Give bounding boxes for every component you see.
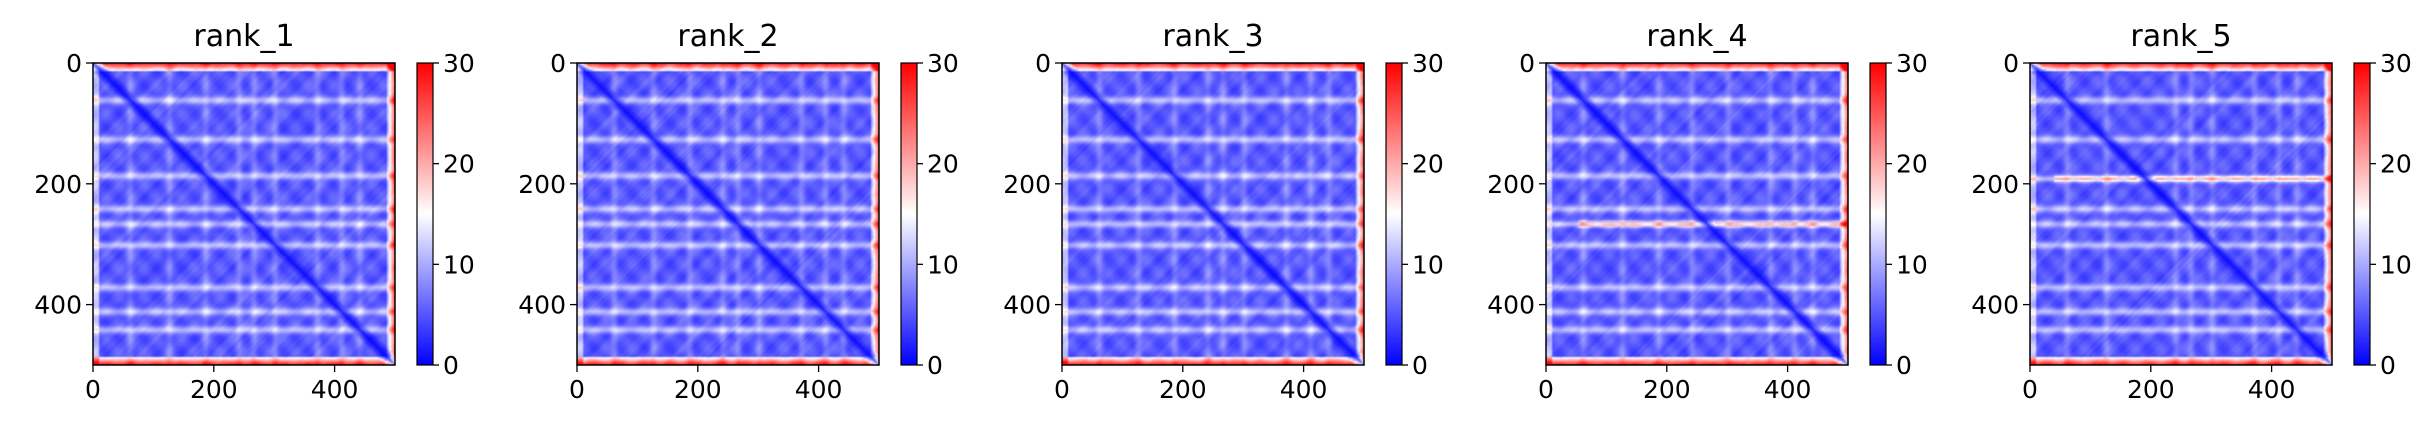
y-tick-label: 200: [1487, 170, 1535, 199]
panel-title: rank_1: [193, 19, 294, 54]
y-tick-label: 400: [1971, 291, 2019, 320]
x-tick-label: 400: [1280, 375, 1328, 404]
heatmap-matrix: [1062, 63, 1364, 365]
colorbar-tick-label: 10: [927, 250, 959, 279]
y-tick-label: 0: [550, 49, 566, 78]
colorbar: [900, 62, 918, 366]
x-tick-label: 400: [311, 375, 359, 404]
x-tick-label: 200: [190, 375, 238, 404]
heatmap-panel-5: rank_5 0 200 400 0 200 400 0 10 20 30: [1971, 19, 2412, 404]
colorbar-tick-label: 0: [1896, 351, 1912, 380]
x-tick-label: 400: [2248, 375, 2296, 404]
x-tick-label: 200: [1643, 375, 1691, 404]
plot-frame: [576, 62, 880, 366]
panel-title: rank_5: [2130, 19, 2231, 54]
colorbar-tick-label: 30: [1896, 49, 1928, 78]
colorbar-tick-label: 20: [927, 150, 959, 179]
y-tick-label: 0: [2003, 49, 2019, 78]
x-tick-label: 0: [2022, 375, 2038, 404]
colorbar-tick-label: 30: [927, 49, 959, 78]
heatmap-panel-1: rank_1 0 200 400 0 200 400 0 10 20 30: [34, 19, 475, 404]
colorbar: [2353, 62, 2371, 366]
y-tick-label: 0: [66, 49, 82, 78]
x-tick-label: 0: [1054, 375, 1070, 404]
heatmap-matrix: [577, 63, 879, 365]
plot-frame: [92, 62, 396, 366]
colorbar-tick-label: 10: [443, 250, 475, 279]
y-tick-label: 200: [1003, 170, 1051, 199]
y-tick-label: 0: [1519, 49, 1535, 78]
colorbar-tick-label: 10: [2380, 250, 2412, 279]
heatmap-panel-2: rank_2 0 200 400 0 200 400 0 10 20 30: [518, 19, 959, 404]
colorbar-tick-label: 30: [2380, 49, 2412, 78]
y-tick-label: 400: [34, 291, 82, 320]
colorbar-tick-label: 30: [443, 49, 475, 78]
x-tick-label: 200: [1159, 375, 1207, 404]
colorbar-tick-label: 0: [2380, 351, 2396, 380]
y-tick-label: 400: [1003, 291, 1051, 320]
heatmap-matrix: [2030, 63, 2332, 365]
y-tick-label: 200: [518, 170, 566, 199]
heatmap-matrix: [1546, 63, 1848, 365]
heatmap-panel-4: rank_4 0 200 400 0 200 400 0 10 20 30: [1487, 19, 1928, 404]
x-tick-label: 400: [795, 375, 843, 404]
colorbar-tick-label: 10: [1412, 250, 1444, 279]
panel-title: rank_3: [1162, 19, 1263, 54]
plot-frame: [2029, 62, 2333, 366]
colorbar: [1385, 62, 1403, 366]
heatmap-matrix: [93, 63, 395, 365]
colorbar-tick-label: 20: [2380, 150, 2412, 179]
x-tick-label: 0: [85, 375, 101, 404]
colorbar-tick-label: 10: [1896, 250, 1928, 279]
colorbar-tick-label: 0: [443, 351, 459, 380]
x-tick-label: 0: [1538, 375, 1554, 404]
colorbar-tick-label: 0: [927, 351, 943, 380]
heatmap-panel-3: rank_3 0 200 400 0 200 400 0 10 20 30: [1003, 19, 1444, 404]
y-tick-label: 400: [518, 291, 566, 320]
colorbar: [416, 62, 434, 366]
plot-frame: [1061, 62, 1365, 366]
colorbar-tick-label: 20: [1896, 150, 1928, 179]
x-tick-label: 200: [2127, 375, 2175, 404]
y-tick-label: 400: [1487, 291, 1535, 320]
y-tick-label: 200: [34, 170, 82, 199]
x-tick-label: 400: [1764, 375, 1812, 404]
colorbar-tick-label: 30: [1412, 49, 1444, 78]
x-tick-label: 200: [674, 375, 722, 404]
y-tick-label: 0: [1035, 49, 1051, 78]
plot-frame: [1545, 62, 1849, 366]
colorbar-tick-label: 0: [1412, 351, 1428, 380]
colorbar: [1869, 62, 1887, 366]
y-tick-label: 200: [1971, 170, 2019, 199]
colorbar-tick-label: 20: [1412, 150, 1444, 179]
panel-title: rank_2: [677, 19, 778, 54]
colorbar-tick-label: 20: [443, 150, 475, 179]
panel-title: rank_4: [1646, 19, 1747, 54]
x-tick-label: 0: [569, 375, 585, 404]
